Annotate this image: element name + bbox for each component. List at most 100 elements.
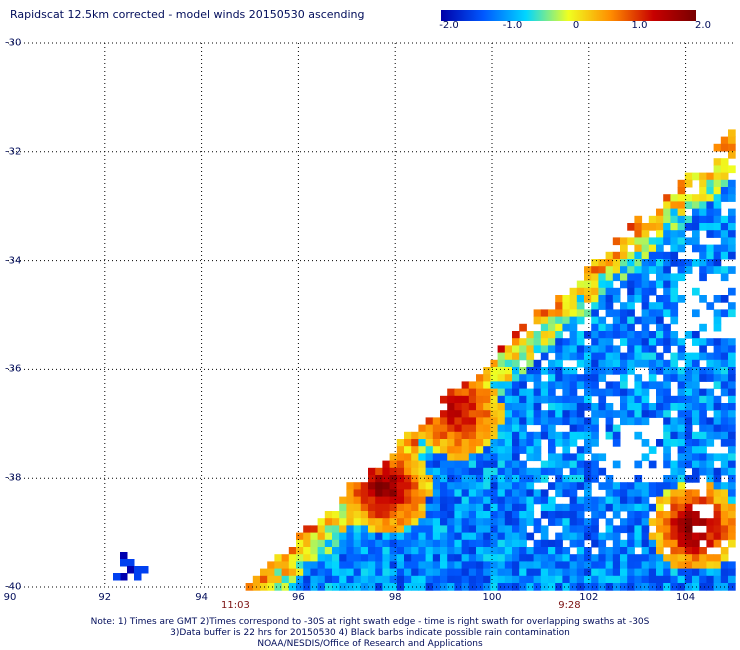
swath-cell (317, 525, 326, 534)
swath-cell (641, 568, 650, 577)
swath-cell (555, 302, 563, 310)
swath-cell (468, 561, 477, 570)
swath-cell (411, 547, 419, 555)
swath-cell (663, 359, 671, 368)
swath-cell (461, 403, 470, 411)
swath-cell (425, 518, 434, 526)
swath-cell (396, 575, 405, 584)
swath-cell (504, 475, 513, 483)
swath-cell (540, 309, 549, 318)
swath-cell (454, 431, 463, 440)
swath-cell (490, 417, 499, 426)
swath-cell (598, 345, 607, 354)
swath-cell (548, 410, 556, 418)
swath-cell (497, 525, 506, 534)
swath-cell (670, 201, 679, 210)
swath-cell (447, 403, 455, 411)
swath-cell (497, 568, 506, 577)
swath-cell (584, 417, 592, 426)
swath-cell (548, 511, 556, 519)
swath-cell (706, 172, 715, 181)
swath-cell (591, 503, 599, 512)
swath-cell (584, 460, 592, 469)
swath-cell (454, 503, 463, 512)
swath-cell (555, 568, 563, 577)
swath-cell (612, 359, 621, 368)
swath-cell (389, 467, 398, 476)
swath-cell (317, 575, 326, 584)
swath-cell (713, 518, 722, 526)
swath-cell (656, 251, 664, 260)
swath-cell (605, 496, 614, 505)
swath-cell (677, 547, 686, 555)
swath-cell (699, 187, 707, 195)
swath-cell (512, 554, 520, 562)
swath-cell (526, 511, 535, 519)
swath-cell (713, 359, 722, 368)
swath-cell (303, 539, 311, 548)
swath-cell (584, 475, 592, 483)
swath-cell (483, 489, 491, 498)
swath-cell (296, 547, 304, 555)
swath-cell (663, 302, 671, 310)
swath-cell (476, 446, 484, 454)
swath-cell (468, 482, 477, 490)
swath-cell (483, 417, 491, 426)
swath-cell (605, 475, 614, 483)
swath-cell (512, 367, 520, 375)
swath-cell (562, 460, 571, 469)
swath-cell (120, 573, 128, 581)
swath-cell (620, 489, 628, 498)
swath-cell (497, 511, 506, 519)
swath-cell (598, 539, 607, 548)
swath-cell (627, 575, 635, 584)
swath-cell (713, 338, 722, 346)
swath-cell (368, 554, 376, 562)
swath-cell (562, 453, 571, 462)
swath-cell (684, 575, 693, 584)
swath-cell (641, 251, 650, 260)
swath-cell (396, 467, 405, 476)
swath-cell (692, 395, 700, 404)
swath-cell (677, 367, 686, 375)
swath-cell (699, 179, 707, 188)
swath-cell (418, 446, 427, 454)
swath-cell (468, 424, 477, 433)
swath-cell (713, 532, 722, 541)
swath-cell (432, 496, 441, 505)
swath-cell (476, 583, 484, 591)
swath-cell (418, 453, 427, 462)
swath-cell (641, 352, 650, 361)
swath-cell (605, 489, 614, 498)
swath-cell (411, 439, 419, 447)
swath-cell (648, 460, 657, 469)
swath-cell (684, 381, 693, 390)
swath-cell (548, 467, 556, 476)
swath-cell (562, 431, 571, 440)
swath-cell (512, 482, 520, 490)
swath-cell (432, 568, 441, 577)
swath-cell (591, 367, 599, 375)
swath-cell (627, 518, 635, 526)
swath-cell (490, 475, 499, 483)
swath-cell (670, 568, 679, 577)
swath-cell (548, 518, 556, 526)
swath-cell (663, 453, 671, 462)
swath-cell (591, 417, 599, 426)
swath-cell (641, 489, 650, 498)
swath-cell (634, 345, 643, 354)
swath-cell (706, 467, 715, 476)
swath-cell (699, 367, 707, 375)
swath-cell (706, 259, 715, 267)
swath-cell (605, 309, 614, 318)
swath-cell (533, 539, 542, 548)
swath-cell (562, 316, 571, 325)
swath-cell (404, 482, 412, 490)
swath-cell (519, 431, 527, 440)
swath-cell (648, 223, 657, 231)
swath-cell (634, 280, 643, 289)
swath-cell (677, 467, 686, 476)
swath-cell (483, 446, 491, 454)
swath-cell (591, 431, 599, 440)
swath-cell (504, 496, 513, 505)
